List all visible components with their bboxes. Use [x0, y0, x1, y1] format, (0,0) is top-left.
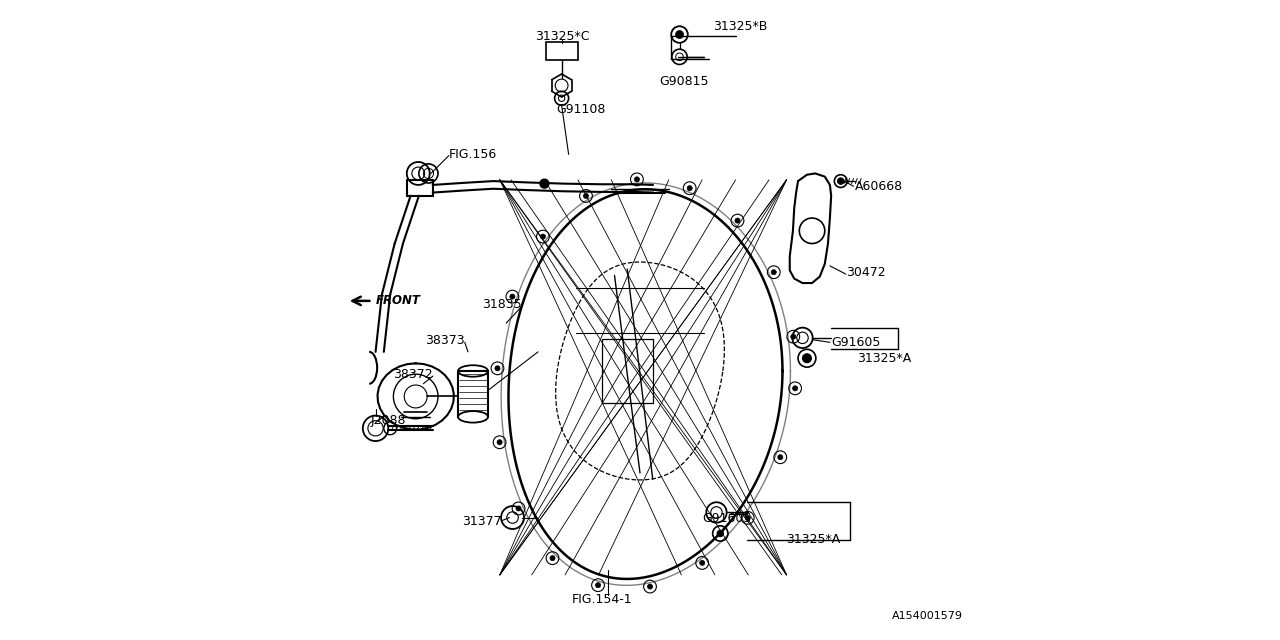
- Circle shape: [803, 354, 812, 363]
- Circle shape: [509, 294, 515, 299]
- Circle shape: [700, 561, 705, 566]
- Circle shape: [791, 334, 796, 339]
- Circle shape: [745, 515, 750, 520]
- Text: 31325*A: 31325*A: [787, 533, 841, 547]
- Text: 31325*A: 31325*A: [856, 352, 911, 365]
- Text: 38373: 38373: [425, 334, 465, 347]
- Circle shape: [497, 440, 502, 445]
- Circle shape: [540, 234, 545, 239]
- Text: 31835: 31835: [483, 298, 522, 310]
- Text: FIG.154-1: FIG.154-1: [571, 593, 632, 605]
- Circle shape: [635, 177, 640, 182]
- Circle shape: [540, 179, 549, 188]
- Text: G91605: G91605: [831, 336, 881, 349]
- Text: 38372: 38372: [393, 367, 433, 381]
- Text: FIG.156: FIG.156: [449, 148, 497, 161]
- Circle shape: [778, 454, 783, 460]
- Circle shape: [648, 584, 653, 589]
- Text: A154001579: A154001579: [892, 611, 963, 621]
- Circle shape: [550, 556, 556, 561]
- Circle shape: [516, 506, 521, 511]
- Circle shape: [687, 186, 692, 191]
- Text: 31325*C: 31325*C: [535, 30, 590, 43]
- Circle shape: [837, 178, 844, 184]
- Circle shape: [584, 193, 589, 198]
- Circle shape: [735, 218, 740, 223]
- Text: A60668: A60668: [855, 180, 904, 193]
- Text: J2088: J2088: [371, 414, 407, 427]
- Text: 30472: 30472: [846, 266, 886, 278]
- Text: 31377: 31377: [462, 515, 502, 529]
- Bar: [545, 42, 577, 60]
- Text: 31325*B: 31325*B: [713, 20, 768, 33]
- Circle shape: [595, 582, 600, 588]
- Circle shape: [495, 366, 500, 371]
- Text: G91108: G91108: [556, 103, 605, 116]
- Text: G91605: G91605: [701, 512, 751, 525]
- Circle shape: [792, 386, 797, 391]
- Circle shape: [717, 531, 723, 537]
- Text: G90815: G90815: [659, 74, 709, 88]
- Text: FRONT: FRONT: [376, 294, 421, 307]
- Circle shape: [676, 31, 684, 38]
- Circle shape: [772, 269, 776, 275]
